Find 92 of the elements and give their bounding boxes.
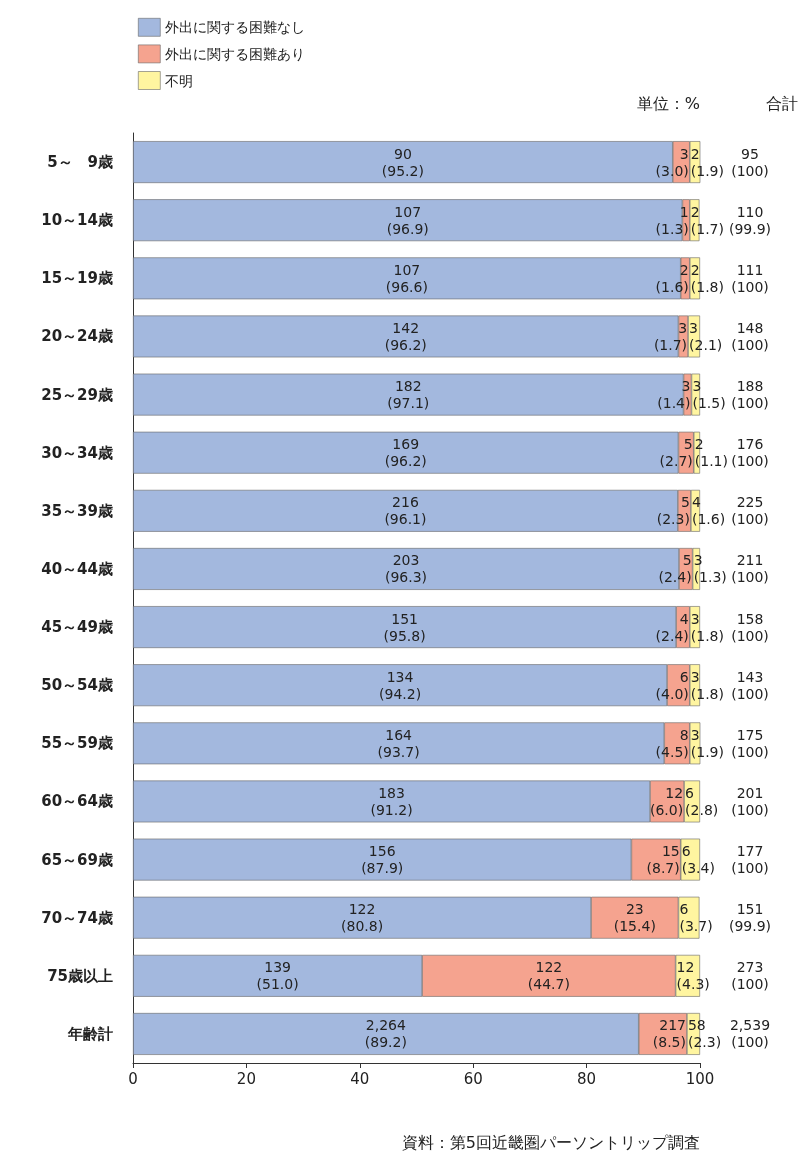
total-label: 2,539 (100) xyxy=(729,1017,771,1051)
data-label: 216 (96.1) xyxy=(384,494,427,528)
data-label: 3 (1.5) xyxy=(692,378,726,412)
y-tick-label: 30～34歳 xyxy=(41,443,113,462)
x-tick-label: 80 xyxy=(577,1069,597,1088)
data-label: 3 (1.7) xyxy=(653,319,688,353)
data-label: 4 (2.4) xyxy=(655,610,689,644)
data-label: 6 (2.8) xyxy=(685,784,719,818)
y-tick-label: 年齢計 xyxy=(67,1024,113,1043)
total-label: 201 (100) xyxy=(731,784,769,818)
data-label: 3 (2.1) xyxy=(689,319,723,353)
total-label: 158 (100) xyxy=(731,610,769,644)
y-tick-label: 20～24歳 xyxy=(41,327,113,346)
data-label: 107 (96.9) xyxy=(386,203,429,237)
data-label: 90 (95.2) xyxy=(381,145,424,179)
data-label: 1 (1.3) xyxy=(655,203,689,237)
total-label: 143 (100) xyxy=(731,668,769,702)
legend-label: 不明 xyxy=(165,72,194,89)
data-label: 23 (15.4) xyxy=(613,901,656,935)
y-tick-label: 50～54歳 xyxy=(41,676,113,695)
data-label: 169 (96.2) xyxy=(384,436,427,470)
data-label: 203 (96.3) xyxy=(384,552,428,586)
y-tick-label: 60～64歳 xyxy=(41,792,113,811)
y-tick-label: 45～49歳 xyxy=(41,618,113,637)
total-label: 148 (100) xyxy=(731,319,769,353)
legend-label: 外出に関する困難あり xyxy=(165,45,306,62)
total-label: 273 (100) xyxy=(731,959,769,993)
data-label: 4 (1.6) xyxy=(691,494,726,528)
data-label: 182 (97.1) xyxy=(387,378,430,412)
x-tick-label: 20 xyxy=(236,1069,256,1088)
total-label: 225 (100) xyxy=(731,494,769,528)
data-label: 2 (1.1) xyxy=(694,436,728,470)
y-tick-label: 55～59歳 xyxy=(41,734,113,753)
data-label: 6 (3.4) xyxy=(681,843,715,877)
total-label: 177 (100) xyxy=(731,843,769,877)
total-label: 95 (100) xyxy=(731,145,769,179)
y-tick-label: 70～74歳 xyxy=(41,908,113,927)
data-label: 3 (1.4) xyxy=(657,378,691,412)
data-label: 5 (2.3) xyxy=(656,494,690,528)
data-label: 142 (96.2) xyxy=(384,319,427,353)
data-label: 3 (1.8) xyxy=(690,610,724,644)
x-tick-label: 100 xyxy=(685,1069,715,1088)
data-label: 2 (1.7) xyxy=(690,203,724,237)
data-label: 12 (4.3) xyxy=(676,959,710,993)
y-tick-label: 75歳以上 xyxy=(47,966,113,985)
y-tick-label: 15～19歳 xyxy=(41,269,113,288)
data-label: 2 (1.9) xyxy=(690,145,724,179)
y-tick-label: 10～14歳 xyxy=(41,211,113,230)
data-label: 12 (6.0) xyxy=(649,784,684,818)
x-tick-label: 60 xyxy=(463,1069,483,1088)
data-label: 217 (8.5) xyxy=(652,1017,686,1051)
data-label: 3 (1.8) xyxy=(690,668,724,702)
data-label: 3 (1.9) xyxy=(690,726,724,760)
data-label: 5 (2.7) xyxy=(659,436,693,470)
data-label: 6 (4.0) xyxy=(655,668,689,702)
y-tick-label: 5～ 9歳 xyxy=(47,153,113,172)
x-tick-label: 0 xyxy=(128,1069,138,1088)
data-label: 6 (3.7) xyxy=(679,901,713,935)
data-label: 164 (93.7) xyxy=(377,726,420,760)
legend-label: 外出に関する困難なし xyxy=(165,19,306,36)
data-label: 156 (87.9) xyxy=(361,843,404,877)
data-label: 2,264 (89.2) xyxy=(364,1017,407,1051)
text: 合計 xyxy=(766,93,798,113)
y-tick-label: 25～29歳 xyxy=(41,385,113,404)
total-label: 176 (100) xyxy=(731,436,769,470)
data-label: 134 (94.2) xyxy=(379,668,422,702)
data-label: 8 (4.5) xyxy=(655,726,689,760)
y-tick-label: 40～44歳 xyxy=(41,559,113,578)
data-label: 122 (80.8) xyxy=(341,901,384,935)
data-label: 58 (2.3) xyxy=(687,1017,722,1051)
data-label: 139 (51.0) xyxy=(256,959,299,993)
data-label: 3 (3.0) xyxy=(655,145,689,179)
total-label: 175 (100) xyxy=(731,726,769,760)
data-label: 3 (1.3) xyxy=(693,552,727,586)
data-label: 15 (8.7) xyxy=(646,843,680,877)
data-label: 2 (1.6) xyxy=(655,261,689,295)
data-label: 107 (96.6) xyxy=(385,261,428,295)
data-label: 5 (2.4) xyxy=(658,552,692,586)
data-label: 183 (91.2) xyxy=(370,784,413,818)
data-label: 151 (95.8) xyxy=(383,610,426,644)
text: 単位：% xyxy=(636,93,700,113)
total-label: 188 (100) xyxy=(731,378,769,412)
y-tick-label: 65～69歳 xyxy=(41,850,113,869)
data-label: 122 (44.7) xyxy=(527,959,570,993)
total-label: 211 (100) xyxy=(731,552,769,586)
total-label: 110 (99.9) xyxy=(728,203,772,237)
text: 資料：第5回近畿圏パーソントリップ調査 xyxy=(401,1132,701,1152)
y-tick-label: 35～39歳 xyxy=(41,501,113,520)
x-tick-label: 40 xyxy=(350,1069,370,1088)
data-label: 2 (1.8) xyxy=(690,261,724,295)
total-label: 111 (100) xyxy=(731,261,769,295)
total-label: 151 (99.9) xyxy=(728,901,772,935)
